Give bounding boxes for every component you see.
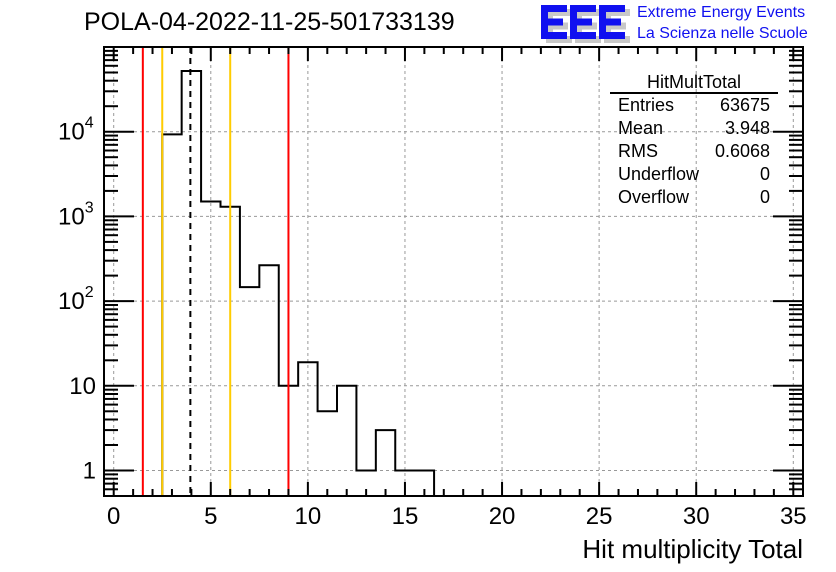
logo-letter [541, 5, 567, 39]
logo-letter [570, 5, 596, 39]
stats-row-overflow: Overflow 0 [610, 186, 778, 209]
y-tick-base: 10 [58, 119, 85, 146]
x-tick-label: 35 [780, 503, 807, 530]
plot-frame [103, 46, 804, 497]
stats-value: 63675 [719, 95, 770, 115]
stats-label: RMS [618, 141, 658, 161]
stats-value: 0 [759, 164, 770, 184]
eee-logo [540, 2, 634, 44]
y-tick-label: 1 [83, 458, 96, 485]
stats-title: HitMultTotal [610, 72, 778, 94]
eee-logo-mark [541, 5, 630, 43]
x-tick-label: 15 [392, 503, 419, 530]
histogram-bin [162, 134, 181, 496]
y-tick-exponent: 4 [85, 115, 94, 132]
logo-text: Extreme Energy Events La Scienza nelle S… [637, 2, 808, 44]
y-tick-base: 10 [69, 373, 96, 400]
stats-row-mean: Mean 3.948 [610, 117, 778, 140]
stats-label: Entries [618, 95, 675, 115]
y-tick-base: 10 [58, 288, 85, 315]
y-tick-label: 10 [69, 373, 96, 400]
histogram-line [161, 70, 436, 496]
histogram-bin [318, 411, 337, 496]
x-tick-label: 0 [107, 503, 120, 530]
y-tick-label: 104 [58, 115, 94, 146]
histogram-bin [376, 430, 395, 496]
y-tick-label: 102 [58, 284, 94, 315]
stats-row-entries: Entries 63675 [610, 94, 778, 117]
stats-label: Underflow [618, 164, 700, 184]
chart-title: POLA-04-2022-11-25-501733139 [84, 8, 455, 36]
x-tick-label: 20 [489, 503, 516, 530]
stats-value: 0.6068 [714, 141, 770, 161]
y-tick-base: 1 [83, 458, 96, 485]
histogram-bin [182, 71, 201, 496]
logo-line-2: La Scienza nelle Scuole [637, 25, 808, 42]
stats-box: HitMultTotal Entries 63675 Mean 3.948 RMS 0… [610, 72, 778, 209]
logo-letter-shadow [546, 9, 572, 43]
x-axis-label: Hit multiplicity Total [582, 534, 803, 564]
y-tick-exponent: 3 [85, 199, 94, 216]
logo-line-1: Extreme Energy Events [637, 4, 806, 21]
stats-row-underflow: Underflow 0 [610, 163, 778, 186]
x-tick-label: 25 [586, 503, 613, 530]
logo-letter-shadow [575, 9, 601, 43]
stats-value: 3.948 [724, 118, 770, 138]
stats-label: Mean [618, 118, 664, 138]
x-tick-label: 30 [683, 503, 710, 530]
histogram-bin [298, 362, 317, 496]
histogram-bin [240, 287, 259, 496]
y-tick-label: 103 [58, 199, 94, 230]
logo-letter-shadow [604, 9, 630, 43]
x-tick-label: 10 [295, 503, 322, 530]
stats-value: 0 [759, 187, 770, 207]
y-tick-base: 10 [58, 203, 85, 230]
logo-letter [599, 5, 625, 39]
stats-row-rms: RMS 0.6068 [610, 140, 778, 163]
y-tick-exponent: 2 [85, 284, 94, 301]
x-tick-label: 5 [204, 503, 217, 530]
histogram-bin [259, 265, 278, 496]
stats-label: Overflow [618, 187, 690, 207]
histogram-bin [201, 201, 220, 496]
histogram-bin [337, 386, 356, 496]
